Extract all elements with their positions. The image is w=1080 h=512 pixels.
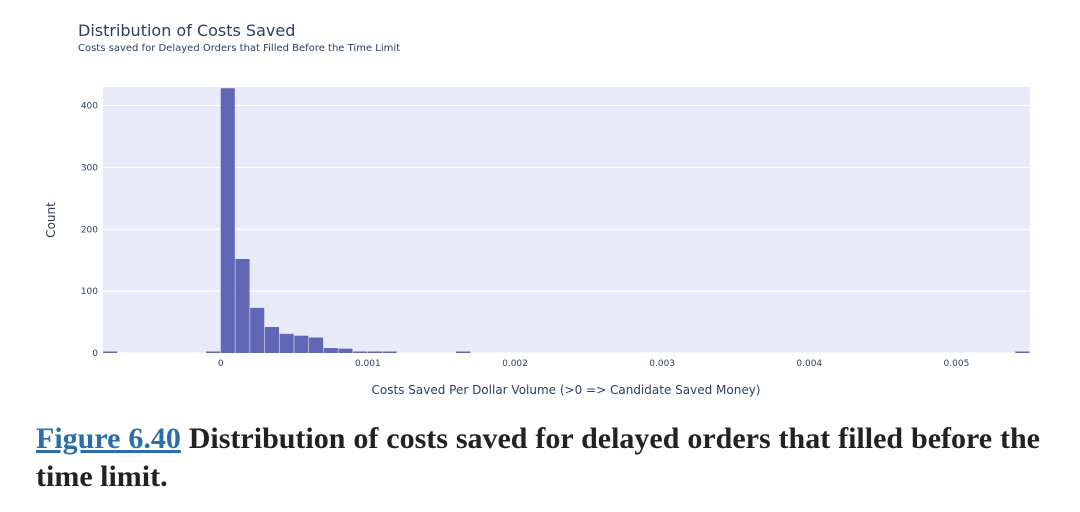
histogram-bar	[382, 351, 397, 353]
y-tick-label: 300	[81, 163, 98, 173]
histogram-bar	[367, 351, 382, 353]
y-tick-label: 400	[81, 102, 98, 112]
histogram-bar	[338, 348, 353, 353]
histogram-bar	[250, 307, 265, 353]
x-tick-label: 0.005	[944, 359, 970, 369]
x-tick-label: 0.004	[796, 359, 822, 369]
histogram-bar	[264, 327, 279, 353]
y-tick-label: 100	[81, 287, 98, 297]
histogram-bar	[206, 351, 221, 353]
caption-text: Distribution of costs saved for delayed …	[36, 422, 1040, 493]
x-tick-label: 0	[218, 359, 224, 369]
figure-caption: Figure 6.40 Distribution of costs saved …	[36, 420, 1040, 496]
histogram-bar	[103, 351, 118, 353]
histogram-bar	[279, 333, 294, 353]
histogram-chart: Distribution of Costs Saved Costs saved …	[44, 21, 1030, 397]
histogram-bar	[323, 348, 338, 353]
histogram-bar	[353, 351, 368, 353]
grid-lines	[103, 105, 1030, 354]
x-tick-label: 0.003	[649, 359, 675, 369]
histogram-bar	[235, 258, 250, 353]
y-tick-label: 0	[92, 349, 98, 359]
x-axis-label: Costs Saved Per Dollar Volume (>0 => Can…	[372, 383, 761, 397]
chart-subtitle: Costs saved for Delayed Orders that Fill…	[78, 43, 400, 54]
histogram-bar	[294, 335, 309, 353]
x-tick-label: 0.001	[355, 359, 381, 369]
chart-title: Distribution of Costs Saved	[78, 21, 295, 40]
x-axis-ticks: 0 0.001 0.002 0.003 0.004 0.005	[218, 359, 969, 369]
y-axis-label: Count	[44, 202, 58, 238]
histogram-bars	[103, 88, 1030, 353]
y-tick-label: 200	[81, 225, 98, 235]
figure-reference-link[interactable]: Figure 6.40	[36, 422, 181, 455]
histogram-bar	[1015, 351, 1030, 353]
histogram-bar	[456, 351, 471, 353]
histogram-bar	[309, 337, 324, 353]
x-tick-label: 0.002	[502, 359, 528, 369]
histogram-bar	[220, 88, 235, 353]
y-axis-ticks: 0 100 200 300 400	[81, 102, 98, 359]
